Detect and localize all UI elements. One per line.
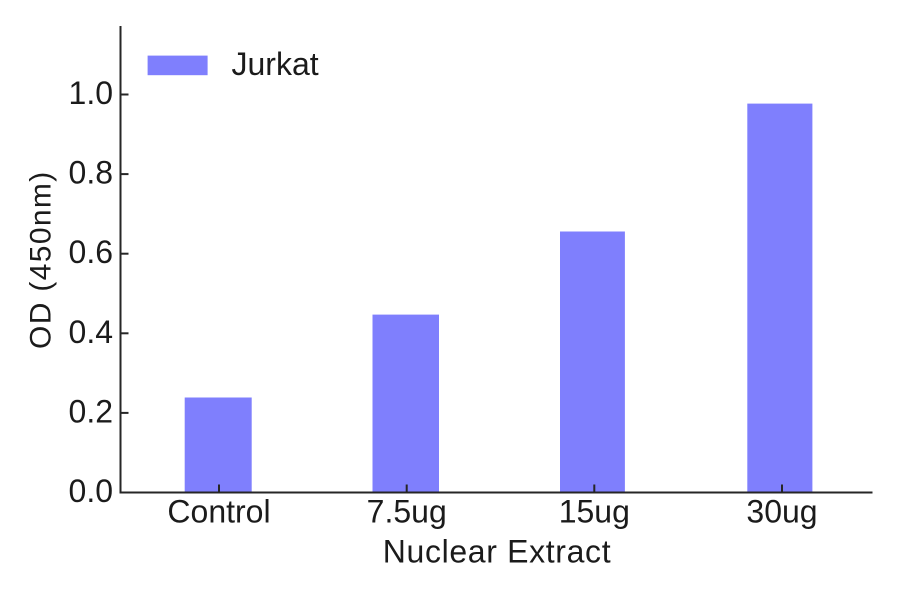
svg-text:0.4: 0.4 <box>69 314 113 350</box>
svg-text:Jurkat: Jurkat <box>232 46 319 82</box>
svg-text:0.0: 0.0 <box>69 473 113 509</box>
svg-text:7.5ug: 7.5ug <box>367 494 447 530</box>
svg-text:Control: Control <box>167 494 270 530</box>
svg-text:OD (450nm): OD (450nm) <box>25 170 58 349</box>
svg-text:15ug: 15ug <box>559 494 630 530</box>
svg-text:0.8: 0.8 <box>69 155 113 191</box>
svg-text:30ug: 30ug <box>746 494 817 530</box>
svg-text:0.2: 0.2 <box>69 393 113 429</box>
svg-text:0.6: 0.6 <box>69 234 113 270</box>
svg-text:Nuclear Extract: Nuclear Extract <box>383 534 611 570</box>
svg-text:1.0: 1.0 <box>69 75 113 111</box>
